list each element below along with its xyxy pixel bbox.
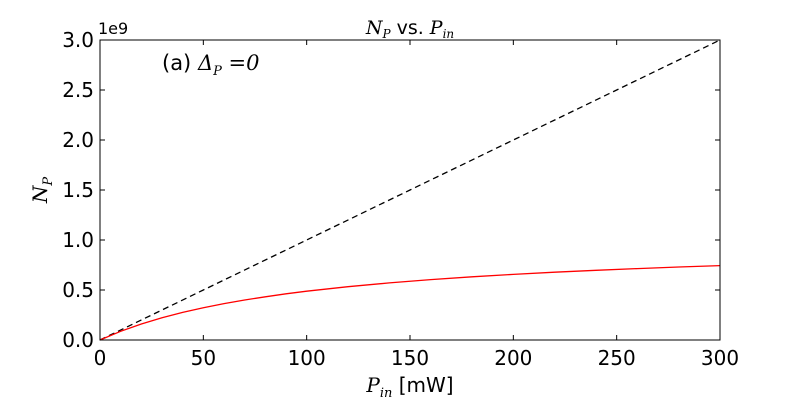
x-tick-label: 300 bbox=[701, 346, 739, 370]
y-tick-label: 2.5 bbox=[62, 78, 94, 102]
plot-frame bbox=[99, 39, 721, 341]
x-axis-label: Pin [mW] bbox=[365, 373, 453, 400]
x-tick-label: 0 bbox=[94, 346, 107, 370]
y-tick-label: 1.0 bbox=[62, 228, 94, 252]
series-line-linear bbox=[99, 39, 721, 341]
y-tick-label: 0.0 bbox=[62, 328, 94, 352]
y-axis-label: NP bbox=[28, 177, 56, 205]
x-tick-label: 150 bbox=[391, 346, 429, 370]
y-tick-label: 0.5 bbox=[62, 278, 94, 302]
x-tick-label: 250 bbox=[598, 346, 636, 370]
y-tick-label: 2.0 bbox=[62, 128, 94, 152]
ticks-layer: 0 50 100 150 200 250 300 0.0 0.5 1.0 1.5 2.0 2.5 3.0 bbox=[62, 28, 739, 370]
series-line-saturating bbox=[99, 264, 721, 341]
x-tick-label: 50 bbox=[191, 346, 216, 370]
x-tick-label: 100 bbox=[288, 346, 326, 370]
annotation-label: (a) ΔP =0 bbox=[162, 51, 260, 79]
y-tick-label: 1.5 bbox=[62, 178, 94, 202]
y-offset-label: 1e9 bbox=[98, 19, 128, 38]
y-tick-label: 3.0 bbox=[62, 28, 94, 52]
series-layer bbox=[99, 39, 721, 341]
chart-title: NP vs. Pin bbox=[365, 17, 454, 41]
x-tick-label: 200 bbox=[494, 346, 532, 370]
